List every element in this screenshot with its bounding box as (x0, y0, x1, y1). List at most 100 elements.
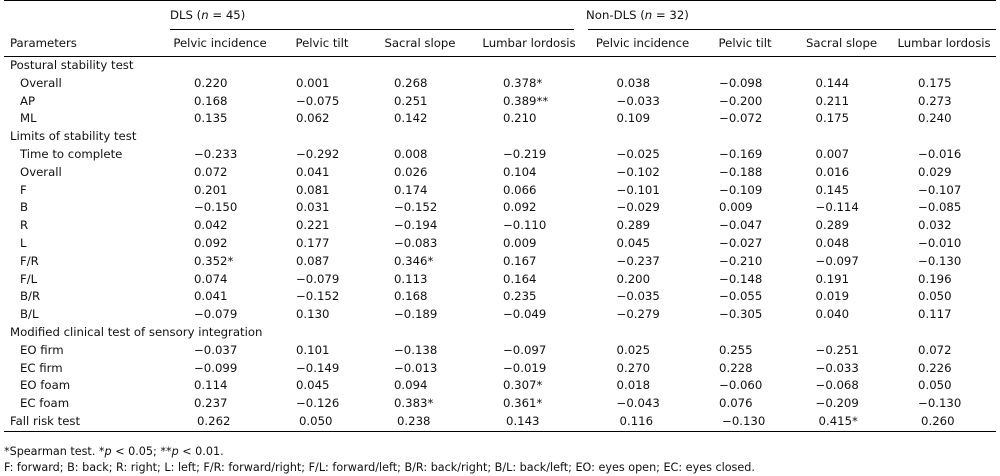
table-cell: 0.008 (368, 146, 472, 164)
cell-value: 0.038 (616, 75, 651, 90)
column-header: Pelvic tilt (276, 30, 368, 57)
cell-value: 0.007 (815, 146, 850, 161)
cell-value: 0.072 (918, 342, 952, 357)
row-label: EC foam (20, 396, 70, 411)
table-cell: 0.415* (791, 412, 893, 432)
cell-value: −0.251 (815, 342, 859, 357)
table-cell: 0.113 (368, 271, 472, 289)
cell-value: −0.033 (815, 360, 859, 375)
cell-value: 0.352* (194, 253, 234, 268)
table-cell: −0.237 (586, 253, 699, 271)
cell-value: 0.109 (616, 111, 651, 126)
table-cell: −0.305 (699, 306, 791, 324)
table-cell: −0.292 (276, 146, 368, 164)
cell-value: 0.177 (296, 235, 330, 250)
table-cell: 0.101 (276, 342, 368, 360)
cell-value: 0.114 (194, 378, 228, 393)
table-cell: 0.211 (791, 93, 892, 111)
table-cell: 0.210 (472, 110, 586, 128)
table-cell: −0.233 (164, 146, 276, 164)
cell-value: 0.289 (616, 218, 651, 233)
table-cell: −0.043 (586, 395, 699, 413)
cell-value: 0.145 (815, 182, 850, 197)
cell-value: 0.029 (918, 164, 952, 179)
cell-value: 0.045 (296, 378, 330, 393)
cell-value: −0.029 (616, 200, 660, 215)
table-cell: 0.025 (586, 342, 699, 360)
table-cell: −0.152 (276, 288, 368, 306)
cell-value: −0.189 (394, 307, 438, 322)
table-cell: 0.191 (791, 271, 892, 289)
table-cell: 0.268 (368, 75, 472, 93)
cell-value: −0.083 (394, 235, 438, 250)
cell-value: −0.047 (719, 218, 763, 233)
cell-value: −0.049 (503, 307, 547, 322)
table-cell: −0.150 (164, 199, 276, 217)
table-row: Overall 0.220 0.001 0.268 0.378* 0.038 −0.098 0… (4, 75, 996, 93)
cell-value: 0.191 (815, 271, 850, 286)
cell-value: −0.292 (296, 146, 340, 161)
table-body: Postural stability test Overall 0.220 0.001… (4, 57, 997, 432)
cell-value: −0.152 (394, 200, 438, 215)
cell-value: 0.113 (394, 271, 428, 286)
table-cell: −0.200 (699, 93, 791, 111)
table-cell: −0.109 (699, 182, 791, 200)
table-cell: −0.060 (699, 377, 791, 395)
table-cell: −0.099 (164, 360, 276, 378)
column-header-row: Parameters Pelvic incidence Pelvic tilt … (4, 30, 997, 57)
table-cell: −0.101 (586, 182, 699, 200)
table-cell: 0.352* (164, 253, 276, 271)
column-header: Sacral slope (368, 30, 472, 57)
cell-value: 0.262 (197, 413, 231, 428)
table-cell: −0.029 (586, 199, 699, 217)
table-cell: −0.085 (892, 199, 996, 217)
table-cell: −0.049 (472, 306, 586, 324)
table-cell: −0.037 (164, 342, 276, 360)
cell-value: −0.107 (918, 182, 962, 197)
cell-value: 0.289 (815, 218, 850, 233)
table-cell: 0.032 (892, 217, 996, 235)
table-row: Overall 0.072 0.041 0.026 0.104 −0.102 −0.188 0… (4, 164, 996, 182)
table-cell: 0.050 (276, 412, 368, 432)
cell-value: −0.150 (194, 200, 238, 215)
cell-value: 0.164 (503, 271, 537, 286)
table-cell: 0.135 (164, 110, 276, 128)
table-row: B −0.150 0.031 −0.152 0.092 −0.029 0.009 −0.114… (4, 199, 996, 217)
cell-value: 0.221 (296, 218, 330, 233)
cell-value: −0.033 (616, 93, 660, 108)
cell-value: −0.237 (616, 253, 660, 268)
table-cell: 0.094 (368, 377, 472, 395)
cell-value: 0.268 (394, 75, 428, 90)
section-row: Limits of stability test (4, 128, 996, 146)
cell-value: −0.305 (719, 307, 763, 322)
table-row: F 0.201 0.081 0.174 0.066 −0.101 −0.109 0.145 −0… (4, 182, 996, 200)
table-cell: −0.102 (586, 164, 699, 182)
cell-value: 0.041 (296, 164, 330, 179)
table-cell: −0.188 (699, 164, 791, 182)
cell-value: 0.092 (503, 200, 537, 215)
column-header: Pelvic incidence (164, 30, 276, 57)
cell-value: 0.019 (815, 289, 850, 304)
table-cell: 0.175 (892, 75, 996, 93)
cell-value: 0.032 (918, 218, 952, 233)
table-cell: 0.221 (276, 217, 368, 235)
section-row: Postural stability test (4, 57, 996, 75)
table-cell: −0.130 (892, 253, 996, 271)
table-cell: 0.346* (368, 253, 472, 271)
column-header: Sacral slope (791, 30, 893, 57)
cell-value: −0.194 (394, 218, 438, 233)
table-cell: 0.109 (586, 110, 699, 128)
cell-value: 0.025 (616, 342, 651, 357)
cell-value: −0.200 (719, 93, 763, 108)
table-cell: 0.273 (892, 93, 996, 111)
cell-value: 0.251 (394, 93, 428, 108)
table-cell: −0.114 (791, 199, 892, 217)
cell-value: −0.130 (722, 413, 766, 428)
cell-value: −0.097 (503, 342, 547, 357)
table-cell: 0.072 (164, 164, 276, 182)
cell-value: 0.135 (194, 111, 228, 126)
group-header-row: DLS (n = 45) Non-DLS (n = 32) (4, 0, 997, 30)
table-cell: −0.098 (699, 75, 791, 93)
row-label: F/R (20, 253, 39, 268)
cell-value: −0.016 (918, 146, 962, 161)
